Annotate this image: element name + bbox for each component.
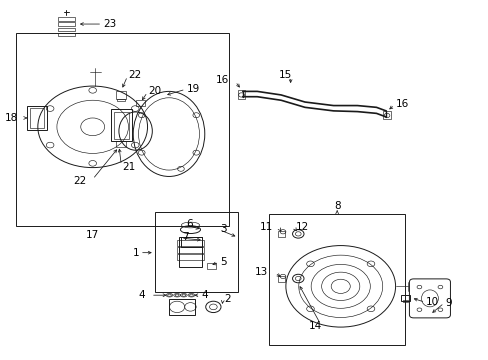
Bar [135,100,145,106]
Text: 23: 23 [103,19,117,29]
Text: 8: 8 [333,201,340,211]
Bar [58,33,75,36]
Bar [115,141,126,147]
Text: 16: 16 [215,75,228,85]
Bar [30,108,43,128]
Text: 12: 12 [295,222,308,232]
Text: 6: 6 [186,219,193,229]
Text: 9: 9 [444,298,451,308]
Text: 20: 20 [148,86,162,96]
Bar [154,212,238,292]
Text: 2: 2 [224,294,230,305]
Text: 15: 15 [279,71,292,80]
Bar [113,112,129,139]
Bar [58,22,75,26]
Bar [177,254,203,260]
Text: 14: 14 [308,321,322,331]
Text: 7: 7 [182,233,188,242]
Text: 3: 3 [220,224,226,234]
Bar [178,237,202,267]
Bar [278,231,285,238]
Text: 21: 21 [122,162,136,171]
Bar [181,237,202,247]
Text: 1: 1 [132,248,139,258]
Text: 19: 19 [186,84,200,94]
Bar [58,17,75,21]
Bar [111,109,132,141]
Bar [207,263,215,269]
Text: 11: 11 [260,222,273,232]
Text: 16: 16 [395,99,408,109]
Text: 4: 4 [201,290,207,300]
Text: 13: 13 [254,267,268,277]
Text: 17: 17 [86,230,99,240]
Bar [383,111,390,119]
Bar [177,247,203,253]
Bar [117,99,124,101]
Text: 22: 22 [128,70,142,80]
Bar [237,90,245,99]
Bar [58,28,75,31]
Bar [168,299,195,315]
Bar [115,91,126,99]
Bar [268,214,404,345]
Bar [177,240,203,246]
Bar [402,300,407,302]
Text: 4: 4 [138,290,145,300]
Bar [278,276,285,282]
Bar [16,33,228,226]
Bar [27,105,47,130]
Text: 18: 18 [4,113,18,123]
Bar [401,295,409,301]
Text: 22: 22 [73,176,86,186]
Text: 5: 5 [220,257,226,266]
Text: 10: 10 [425,297,438,307]
